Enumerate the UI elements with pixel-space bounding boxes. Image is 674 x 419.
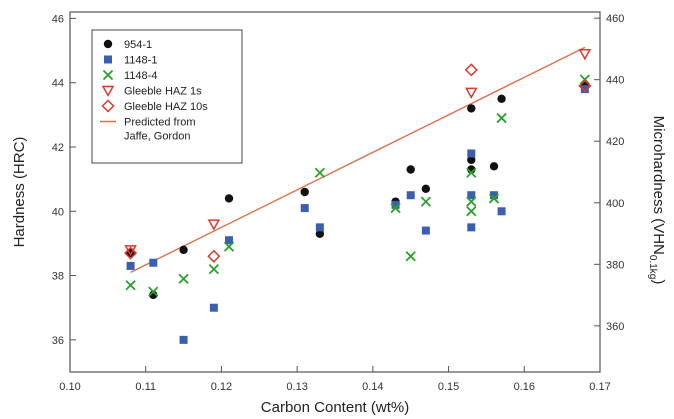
data-point-x (314, 167, 325, 178)
data-point-x (148, 286, 159, 297)
data-point-x (496, 112, 507, 124)
data-point-circle (421, 184, 431, 193)
data-point-square (580, 85, 589, 94)
x-tick-label: 0.17 (589, 381, 610, 393)
right-y-tick-label: 360 (606, 321, 624, 333)
data-point-square (497, 207, 506, 216)
data-point-circle (497, 94, 506, 103)
legend-label: Predicted from (124, 117, 196, 129)
left-y-axis-ticks: 36 38 40 42 44 46 (52, 13, 76, 347)
legend-label: Jaffe, Gordon (124, 131, 190, 143)
data-point-x (488, 193, 500, 204)
data-point-triangle-down (465, 87, 478, 99)
left-y-tick-label: 46 (52, 13, 64, 25)
data-point-diamond (464, 63, 478, 77)
data-point-circle (406, 165, 415, 174)
left-y-tick-label: 42 (52, 142, 64, 154)
data-point-square (315, 223, 324, 232)
data-point-x (466, 206, 477, 217)
left-y-axis-title: Hardness (HRC) (11, 137, 28, 248)
data-point-circle (467, 155, 476, 165)
legend-label: Gleeble HAZ 10s (124, 101, 208, 113)
plot-area-frame (69, 11, 601, 373)
data-point-diamond (124, 246, 138, 260)
data-point-triangle-down (207, 219, 221, 231)
data-point-square (467, 191, 476, 200)
series-group (125, 74, 590, 297)
data-point-square (406, 191, 415, 200)
data-point-square (209, 303, 218, 312)
data-point-x (223, 241, 235, 252)
legend-label: Gleeble HAZ 1s (124, 86, 202, 98)
left-y-tick-label: 44 (52, 78, 64, 90)
right-y-tick-label: 460 (606, 13, 624, 25)
data-point-circle (179, 245, 188, 255)
data-point-square (179, 335, 188, 344)
x-tick-label: 0.12 (211, 381, 232, 393)
data-point-square (490, 191, 498, 200)
legend-marker-diamond (101, 99, 115, 113)
right-y-tick-label: 400 (606, 198, 624, 210)
predicted-trend-line (130, 46, 586, 273)
x-tick-label: 0.16 (514, 381, 535, 393)
x-axis-ticks: 0.10 0.11 0.12 0.13 0.14 0.15 0.16 0.17 (59, 366, 611, 393)
data-point-x (390, 202, 401, 214)
right-y-tick-label: 440 (606, 75, 624, 87)
data-point-circle (315, 229, 325, 238)
x-tick-label: 0.11 (135, 381, 156, 393)
left-y-tick-label: 38 (52, 271, 64, 283)
data-point-square (421, 226, 430, 235)
right-y-axis-title-main: Microhardness (VHN (650, 116, 667, 255)
data-point-x (466, 167, 477, 178)
x-tick-label: 0.15 (438, 381, 459, 393)
data-point-triangle-down (578, 49, 592, 61)
left-y-tick-label: 36 (52, 335, 64, 347)
legend-label: 1148-4 (124, 70, 157, 82)
data-series-layer (124, 46, 592, 344)
data-point-diamond (207, 249, 221, 263)
x-tick-label: 0.10 (59, 381, 80, 393)
data-point-x (178, 273, 189, 284)
right-y-axis-title: Microhardness (VHN0.1kg) (647, 116, 667, 285)
x-tick-label: 0.14 (362, 381, 383, 393)
right-y-tick-label: 380 (606, 259, 624, 271)
data-point-square (467, 149, 476, 158)
right-y-axis-title-suffix: ) (650, 279, 667, 284)
legend-marker-circle (103, 39, 113, 49)
legend-label: 1148-1 (124, 55, 157, 67)
legend: 954-1 1148-1 1148-4 Gleeble HAZ 1s Gleeble H… (91, 29, 243, 164)
data-point-x (466, 196, 477, 207)
data-point-square (467, 223, 476, 232)
data-point-square (391, 200, 400, 209)
data-point-circle (224, 194, 234, 203)
data-point-x (125, 280, 136, 291)
series-group (126, 85, 589, 344)
right-y-axis-ticks: 360 380 400 420 440 460 (594, 13, 624, 333)
data-point-x (405, 251, 416, 262)
data-point-square (149, 258, 158, 267)
legend-box (91, 29, 243, 164)
data-point-square (126, 261, 135, 270)
data-point-diamond (578, 79, 592, 93)
series-group (124, 63, 592, 263)
x-tick-label: 0.13 (286, 381, 307, 393)
data-point-x (420, 196, 431, 207)
right-y-axis-title-subscript: 0.1kg (647, 255, 658, 279)
x-axis-title: Carbon Content (wt%) (261, 399, 409, 416)
legend-marker-triangle-down (101, 85, 115, 98)
data-point-circle (467, 104, 476, 113)
legend-marker-x (102, 69, 114, 81)
data-point-circle (300, 187, 309, 197)
data-point-circle (489, 162, 499, 171)
data-point-square (225, 236, 233, 245)
right-y-tick-label: 420 (606, 136, 624, 148)
legend-marker-square (104, 55, 112, 64)
left-y-tick-label: 40 (52, 206, 64, 218)
data-point-x (208, 264, 219, 275)
data-point-square (300, 204, 309, 213)
legend-label: 954-1 (124, 39, 152, 51)
